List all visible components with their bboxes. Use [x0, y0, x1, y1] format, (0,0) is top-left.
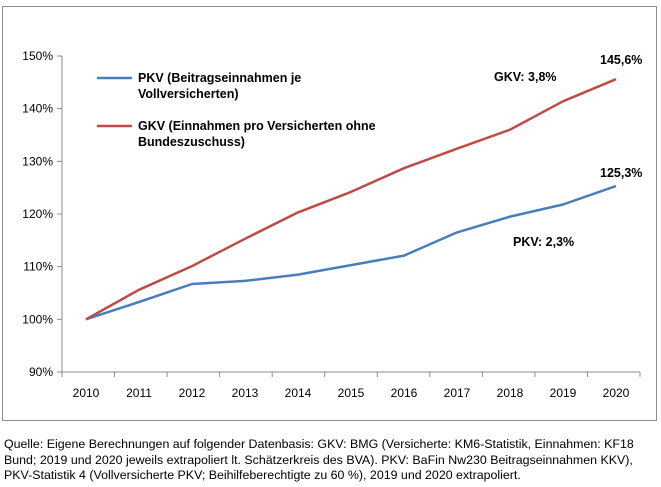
- x-tick-label: 2020: [603, 386, 630, 400]
- x-tick-label: 2010: [73, 386, 100, 400]
- legend-label-pkv-line2: Vollversicherten): [138, 87, 239, 101]
- y-tick-label: 150%: [22, 49, 53, 63]
- x-tick-label: 2013: [232, 386, 259, 400]
- y-tick-label: 90%: [29, 365, 53, 379]
- line-chart: 90% 100% 110% 120% 130% 140% 150% 2010 2011 2012…: [22, 49, 642, 400]
- y-tick-label: 140%: [22, 102, 53, 116]
- gkv-end-value-label: 145,6%: [600, 53, 642, 67]
- series-line-gkv: [85, 78, 617, 321]
- series-layer: [85, 78, 617, 321]
- x-tick-label: 2016: [391, 386, 418, 400]
- legend: PKV (Beitragseinnahmen je Vollversichert…: [97, 71, 376, 149]
- y-tick-label: 130%: [22, 154, 53, 168]
- y-tick-label: 100%: [22, 312, 53, 326]
- legend-label-pkv-line1: PKV (Beitragseinnahmen je: [138, 71, 301, 85]
- y-tick-label: 110%: [23, 260, 53, 274]
- x-tick-label: 2019: [550, 386, 577, 400]
- x-tick-label: 2018: [497, 386, 524, 400]
- y-tick-label: 120%: [22, 207, 53, 221]
- x-tick-label: 2014: [285, 386, 312, 400]
- pkv-end-value-label: 125,3%: [600, 166, 642, 180]
- x-tick-label: 2017: [444, 386, 471, 400]
- legend-label-gkv-line1: GKV (Einnahmen pro Versicherten ohne: [138, 119, 376, 133]
- source-line-1: Quelle: Eigene Berechnungen auf folgende…: [4, 437, 634, 451]
- source-line-3: PKV-Statistik 4 (Vollversicherte PKV; Be…: [4, 468, 521, 482]
- legend-label-gkv-line2: Bundeszuschuss): [138, 135, 245, 149]
- series-line-pkv: [85, 184, 617, 321]
- x-axis-ticks: 2010 2011 2012 2013 2014 2015 2016 2017 2018 2019…: [61, 372, 641, 400]
- x-tick-label: 2012: [179, 386, 206, 400]
- pkv-growth-label: PKV: 2,3%: [513, 235, 574, 249]
- y-axis-ticks: 90% 100% 110% 120% 130% 140% 150%: [22, 49, 62, 379]
- source-line-2: Bund; 2019 und 2020 jeweils extrapoliert…: [4, 452, 633, 467]
- x-tick-label: 2011: [126, 386, 152, 400]
- source-note: Quelle: Eigene Berechnungen auf folgende…: [4, 437, 659, 484]
- chart-frame: [2, 6, 657, 421]
- gkv-growth-label: GKV: 3,8%: [494, 70, 557, 84]
- x-tick-label: 2015: [338, 386, 365, 400]
